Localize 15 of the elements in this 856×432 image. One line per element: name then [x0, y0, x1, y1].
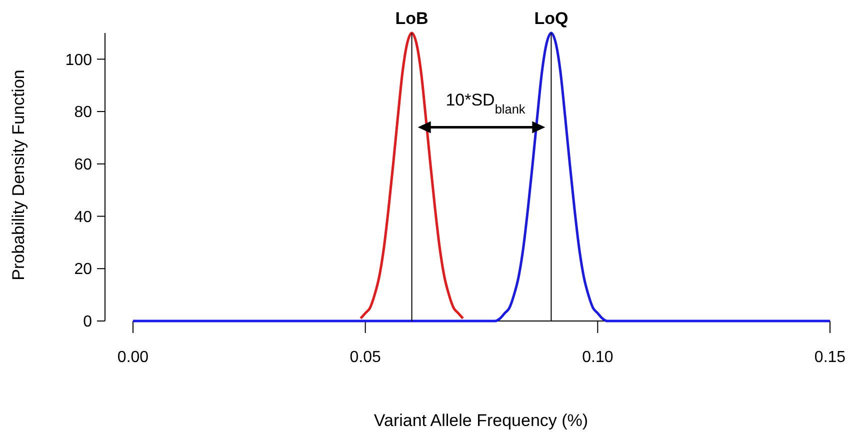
y-tick-label: 0 [83, 314, 92, 331]
ref-line-label: LoB [395, 9, 428, 28]
y-tick-label: 100 [65, 52, 92, 69]
x-axis-title: Variant Allele Frequency (%) [374, 411, 588, 430]
x-tick-label: 0.10 [582, 349, 614, 366]
annotation: 10*SD$_{blank}$ [446, 90, 526, 116]
x-tick-label: 0.05 [350, 349, 382, 366]
y-tick-label: 20 [74, 261, 92, 278]
y-axis-title: Probability Density Function [9, 70, 28, 280]
y-tick-label: 80 [74, 104, 92, 122]
x-tick-label: 0.15 [814, 349, 846, 366]
ref-line-label: LoQ [534, 9, 568, 28]
y-tick-label: 60 [74, 156, 92, 174]
x-tick-label: 0.00 [117, 349, 149, 366]
y-tick-label: 40 [74, 208, 92, 226]
